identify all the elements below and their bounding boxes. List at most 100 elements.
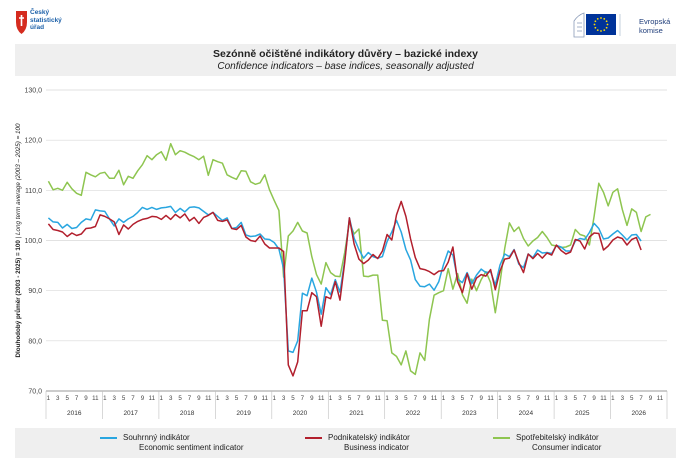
year-label: 2020 (293, 410, 308, 417)
year-label: 2019 (236, 410, 251, 417)
month-tick-label: 7 (414, 395, 418, 402)
month-tick-label: 3 (564, 395, 568, 402)
month-tick-label: 11 (657, 395, 664, 402)
month-tick-label: 1 (216, 395, 220, 402)
legend-swatch-consumer (493, 437, 510, 440)
y-tick-label: 70,0 (28, 389, 42, 396)
eu-star-icon (603, 29, 606, 32)
eu-star-icon (605, 20, 608, 23)
legend-label-summary-en: Economic sentiment indicator (139, 443, 244, 452)
y-axis-ticks: 70,0 80,0 90,0 100,0 110,0 120,0 130,0 (24, 88, 42, 396)
month-tick-label: 1 (498, 395, 502, 402)
y-tick-label: 120,0 (24, 138, 42, 145)
eu-star-icon (600, 17, 602, 19)
legend-swatch-summary (100, 437, 117, 440)
month-tick-label: 3 (282, 395, 286, 402)
month-tick-label: 9 (84, 395, 88, 402)
month-tick-label: 7 (526, 395, 530, 402)
year-label: 2017 (123, 410, 138, 417)
month-tick-label: 5 (235, 395, 239, 402)
month-tick-label: 1 (611, 395, 615, 402)
czso-name: Český statistický úřad (30, 9, 62, 31)
eu-star-icon (605, 26, 608, 29)
month-tick-label: 9 (254, 395, 258, 402)
eu-star-icon (603, 17, 606, 20)
eu-star-icon (600, 30, 602, 32)
y-tick-label: 130,0 (24, 88, 42, 95)
series-line-summary (47, 205, 642, 354)
month-tick-label: 1 (160, 395, 164, 402)
chart-title: Sezónně očištěné indikátory důvěry – baz… (213, 48, 478, 60)
eu-star-icon (606, 23, 609, 26)
month-tick-label: 11 (374, 395, 381, 402)
month-tick-label: 9 (367, 395, 371, 402)
chart-subtitle: Confidence indicators – base indices, se… (217, 61, 474, 72)
month-tick-label: 9 (197, 395, 201, 402)
eu-star-icon (596, 29, 599, 32)
legend-label-consumer-en: Consumer indicator (532, 443, 602, 452)
month-tick-label: 3 (338, 395, 342, 402)
legend-label-business: Podnikatelský indikátor (328, 433, 410, 442)
month-tick-label: 11 (149, 395, 156, 402)
eu-star-icon (594, 20, 597, 23)
year-label: 2018 (180, 410, 195, 417)
month-tick-label: 7 (75, 395, 79, 402)
month-tick-label: 7 (244, 395, 248, 402)
month-tick-label: 1 (442, 395, 446, 402)
y-tick-label: 110,0 (25, 188, 42, 195)
month-tick-label: 9 (536, 395, 540, 402)
month-tick-label: 5 (291, 395, 295, 402)
month-tick-label: 3 (169, 395, 173, 402)
month-tick-label: 11 (600, 395, 607, 402)
month-tick-label: 7 (470, 395, 474, 402)
month-tick-label: 3 (395, 395, 399, 402)
month-tick-label: 7 (639, 395, 643, 402)
month-tick-label: 5 (404, 395, 408, 402)
y-tick-label: 90,0 (28, 288, 42, 295)
legend-label-summary: Souhrnný indikátor (123, 433, 190, 442)
eu-star-icon (593, 23, 596, 26)
month-tick-label: 11 (262, 395, 269, 402)
month-tick-label: 11 (487, 395, 494, 402)
year-label: 2026 (632, 410, 647, 417)
czso-logo (16, 11, 27, 34)
year-label: 2021 (349, 410, 364, 417)
month-tick-label: 1 (47, 395, 51, 402)
month-tick-label: 9 (423, 395, 427, 402)
y-axis-label-separator: | (15, 235, 22, 240)
y-tick-label: 100,0 (24, 238, 42, 245)
month-tick-label: 7 (188, 395, 192, 402)
series-lines (47, 142, 651, 377)
month-tick-label: 3 (508, 395, 512, 402)
title-band: Sezónně očištěné indikátory důvěry – baz… (15, 44, 676, 76)
legend-label-consumer: Spotřebitelský indikátor (516, 433, 599, 442)
ec-building-icon (573, 12, 585, 38)
year-label: 2023 (462, 410, 477, 417)
month-tick-label: 9 (592, 395, 596, 402)
month-tick-label: 9 (310, 395, 314, 402)
eu-star-icon (596, 17, 599, 20)
month-tick-label: 11 (318, 395, 325, 402)
series-line-consumer (47, 142, 651, 376)
eu-star-icon (594, 26, 597, 29)
month-tick-label: 11 (205, 395, 212, 402)
y-axis-label-en: Long term average (2003 – 2025) = 100 (15, 123, 22, 235)
y-tick-label: 80,0 (28, 338, 42, 345)
ec-name: Evropská komise (639, 17, 671, 35)
month-tick-label: 5 (122, 395, 126, 402)
month-tick-label: 3 (621, 395, 625, 402)
legend-swatch-business (305, 437, 322, 440)
month-tick-label: 1 (329, 395, 333, 402)
y-axis-label-cz: Dlouhodobý průměr (2003 - 2025) = 100 (14, 240, 22, 358)
eu-flag-icon (586, 14, 616, 35)
ec-logo (573, 12, 621, 38)
month-tick-label: 5 (348, 395, 352, 402)
month-tick-label: 5 (178, 395, 182, 402)
month-tick-label: 7 (357, 395, 361, 402)
month-tick-label: 1 (385, 395, 389, 402)
month-tick-label: 1 (272, 395, 276, 402)
month-tick-label: 5 (630, 395, 634, 402)
gridlines (46, 89, 667, 392)
